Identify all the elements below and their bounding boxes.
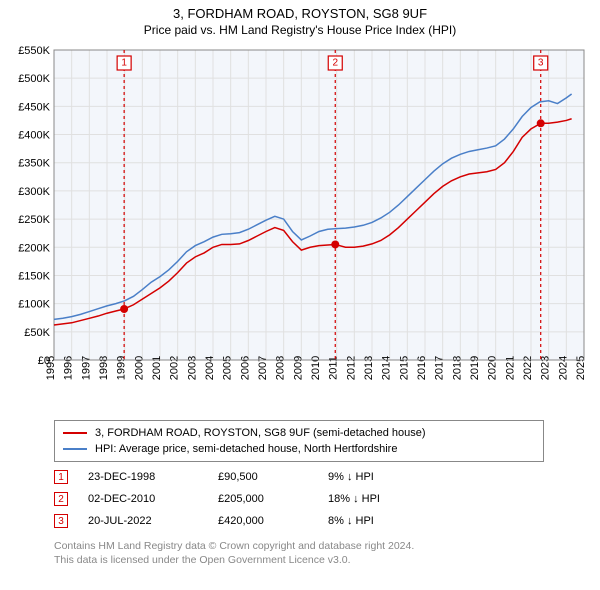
chart-container: 3, FORDHAM ROAD, ROYSTON, SG8 9UF Price … [0,0,600,590]
legend-row-hpi: HPI: Average price, semi-detached house,… [63,441,535,457]
svg-text:2009: 2009 [292,356,304,380]
event-row: 1 23-DEC-1998 £90,500 9% ↓ HPI [54,466,544,488]
event-price: £205,000 [218,493,308,505]
svg-text:2003: 2003 [186,356,198,380]
svg-text:2005: 2005 [222,356,234,380]
event-row: 3 20-JUL-2022 £420,000 8% ↓ HPI [54,510,544,532]
event-date: 20-JUL-2022 [88,515,198,527]
svg-text:2007: 2007 [257,356,269,380]
legend-swatch-property [63,432,87,434]
svg-text:2010: 2010 [310,356,322,380]
event-delta: 18% ↓ HPI [328,493,438,505]
legend-label-hpi: HPI: Average price, semi-detached house,… [95,443,397,455]
svg-text:2016: 2016 [416,356,428,380]
svg-text:£200K: £200K [18,242,50,254]
event-price: £420,000 [218,515,308,527]
svg-text:2012: 2012 [345,356,357,380]
svg-text:1997: 1997 [80,356,92,380]
svg-text:2018: 2018 [451,356,463,380]
svg-text:£400K: £400K [18,130,50,142]
event-marker-label: 3 [58,516,64,527]
svg-text:£250K: £250K [18,214,50,226]
svg-text:1: 1 [121,58,127,69]
svg-text:2001: 2001 [151,356,163,380]
svg-text:£500K: £500K [18,73,50,85]
svg-text:£550K: £550K [18,45,50,57]
svg-text:2002: 2002 [169,356,181,380]
svg-text:1998: 1998 [98,356,110,380]
event-price: £90,500 [218,471,308,483]
chart-area: £0£50K£100K£150K£200K£250K£300K£350K£400… [10,44,590,414]
svg-text:3: 3 [538,58,544,69]
svg-text:1995: 1995 [45,356,57,380]
footnote-line2: This data is licensed under the Open Gov… [54,554,554,568]
svg-text:2019: 2019 [469,356,481,380]
svg-text:2014: 2014 [381,356,393,380]
event-marker-1: 1 [54,470,68,484]
event-row: 2 02-DEC-2010 £205,000 18% ↓ HPI [54,488,544,510]
svg-text:£350K: £350K [18,158,50,170]
event-marker-label: 1 [58,472,64,483]
svg-text:£100K: £100K [18,299,50,311]
legend-row-property: 3, FORDHAM ROAD, ROYSTON, SG8 9UF (semi-… [63,425,535,441]
svg-text:£50K: £50K [24,327,50,339]
title-area: 3, FORDHAM ROAD, ROYSTON, SG8 9UF Price … [0,0,600,37]
event-delta: 8% ↓ HPI [328,515,438,527]
svg-text:2006: 2006 [239,356,251,380]
svg-text:£150K: £150K [18,270,50,282]
legend: 3, FORDHAM ROAD, ROYSTON, SG8 9UF (semi-… [54,420,544,462]
title-subtitle: Price paid vs. HM Land Registry's House … [0,23,600,37]
svg-text:2015: 2015 [398,356,410,380]
events-table: 1 23-DEC-1998 £90,500 9% ↓ HPI 2 02-DEC-… [54,466,544,532]
footnote: Contains HM Land Registry data © Crown c… [54,540,554,567]
svg-text:2020: 2020 [487,356,499,380]
svg-text:2021: 2021 [504,356,516,380]
svg-text:£300K: £300K [18,186,50,198]
legend-swatch-hpi [63,448,87,450]
svg-text:2023: 2023 [540,356,552,380]
svg-text:£450K: £450K [18,101,50,113]
footnote-line1: Contains HM Land Registry data © Crown c… [54,540,554,554]
event-marker-2: 2 [54,492,68,506]
event-marker-3: 3 [54,514,68,528]
chart-svg: £0£50K£100K£150K£200K£250K£300K£350K£400… [10,44,590,414]
svg-text:2022: 2022 [522,356,534,380]
svg-text:2008: 2008 [275,356,287,380]
svg-text:2017: 2017 [434,356,446,380]
svg-text:2013: 2013 [363,356,375,380]
legend-label-property: 3, FORDHAM ROAD, ROYSTON, SG8 9UF (semi-… [95,427,426,439]
svg-text:2004: 2004 [204,356,216,380]
svg-text:2024: 2024 [557,356,569,380]
svg-text:2000: 2000 [133,356,145,380]
svg-text:1999: 1999 [116,356,128,380]
svg-text:2: 2 [332,58,338,69]
svg-text:2025: 2025 [575,356,587,380]
event-date: 23-DEC-1998 [88,471,198,483]
event-marker-label: 2 [58,494,64,505]
title-address: 3, FORDHAM ROAD, ROYSTON, SG8 9UF [0,6,600,21]
event-delta: 9% ↓ HPI [328,471,438,483]
svg-text:1996: 1996 [63,356,75,380]
event-date: 02-DEC-2010 [88,493,198,505]
